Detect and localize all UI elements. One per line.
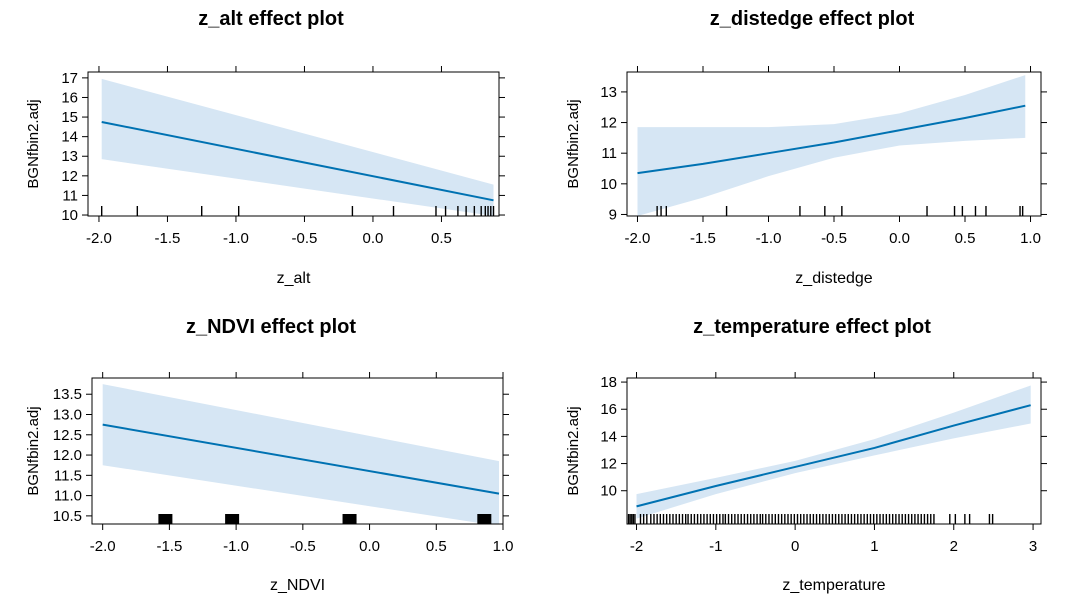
x-tick-label: 2 bbox=[950, 538, 958, 555]
fitted-line bbox=[636, 404, 1031, 508]
x-axis-label: z_NDVI bbox=[270, 577, 325, 594]
y-tick-label: 12 bbox=[600, 115, 617, 132]
x-tick-label: -0.5 bbox=[290, 538, 316, 555]
confidence-band bbox=[101, 78, 494, 216]
x-tick-label: 1.0 bbox=[493, 538, 514, 555]
x-tick-label: 0.0 bbox=[359, 538, 380, 555]
x-tick-label: -1.0 bbox=[756, 230, 782, 247]
fitted-line bbox=[101, 120, 494, 202]
rug-mark bbox=[225, 514, 240, 524]
chart-panel-2: -2.0 -1.5 -1.0 -0.5 0.0 0.5 1.0 9 10 11 12 13 z_dist… bbox=[565, 8, 1047, 287]
x-tick-label: -1.0 bbox=[223, 230, 249, 247]
y-tick-label: 13 bbox=[600, 84, 617, 101]
x-tick-label: 1.0 bbox=[1020, 230, 1041, 247]
x-tick-label: -1.0 bbox=[223, 538, 249, 555]
chart-title: z_temperature effect plot bbox=[693, 316, 931, 338]
y-tick-label: 13.5 bbox=[53, 386, 82, 403]
y-tick-label: 16 bbox=[61, 89, 78, 106]
plot-frame bbox=[91, 377, 504, 525]
x-tick-label: -1.5 bbox=[690, 230, 716, 247]
x-tick-label: 0.5 bbox=[431, 230, 452, 247]
y-tick-label: 11 bbox=[601, 145, 617, 162]
y-tick-label: 14 bbox=[600, 428, 617, 445]
y-tick-label: 10 bbox=[600, 483, 617, 500]
x-tick-label: 1 bbox=[870, 538, 878, 555]
y-tick-label: 15 bbox=[61, 109, 78, 126]
x-tick-label: -1.5 bbox=[155, 230, 181, 247]
y-tick-label: 17 bbox=[61, 70, 78, 87]
x-tick-label: 0 bbox=[791, 538, 799, 555]
plot-frame bbox=[87, 71, 500, 217]
y-tick-label: 12 bbox=[61, 168, 78, 185]
x-tick-label: -0.5 bbox=[821, 230, 847, 247]
y-axis-label: BGNfbin2.adj bbox=[565, 406, 582, 495]
confidence-band bbox=[102, 384, 499, 524]
y-tick-label: 16 bbox=[600, 401, 617, 418]
x-tick-label: -2.0 bbox=[90, 538, 116, 555]
x-tick-label: -2.0 bbox=[86, 230, 112, 247]
rug-mark bbox=[342, 514, 357, 524]
y-tick-label: 14 bbox=[61, 129, 78, 146]
x-tick-label: 0.0 bbox=[363, 230, 384, 247]
y-tick-label: 13.0 bbox=[53, 407, 82, 424]
fitted-line bbox=[637, 104, 1026, 175]
chart-panel-3: -2.0 -1.5 -1.0 -0.5 0.0 0.5 1.0 10.5 11.0 11.5 12.… bbox=[25, 316, 513, 594]
chart-title: z_distedge effect plot bbox=[710, 8, 915, 30]
rug-mark bbox=[477, 514, 492, 524]
x-tick-label: -2 bbox=[630, 538, 643, 555]
chart-panel-1: -2.0 -1.5 -1.0 -0.5 0.0 0.5 10 11 12 13 14 15 16 17 z_… bbox=[25, 8, 505, 287]
x-tick-label: 0.5 bbox=[955, 230, 976, 247]
y-tick-label: 11.0 bbox=[54, 488, 82, 505]
x-tick-label: -1.5 bbox=[156, 538, 182, 555]
y-tick-label: 11 bbox=[62, 187, 78, 204]
y-tick-label: 10 bbox=[600, 176, 617, 193]
y-tick-label: 9 bbox=[609, 206, 617, 223]
y-tick-label: 11.5 bbox=[54, 467, 82, 484]
y-tick-label: 10.5 bbox=[53, 508, 82, 525]
confidence-band bbox=[637, 75, 1026, 216]
chart-title: z_alt effect plot bbox=[198, 8, 344, 30]
x-tick-label: 0.0 bbox=[889, 230, 910, 247]
x-axis-label: z_alt bbox=[277, 270, 311, 287]
x-axis-label: z_distedge bbox=[795, 270, 872, 287]
y-tick-label: 12 bbox=[600, 456, 617, 473]
y-tick-label: 12.0 bbox=[53, 447, 82, 464]
y-axis-label: BGNfbin2.adj bbox=[25, 406, 42, 495]
x-tick-label: 3 bbox=[1029, 538, 1037, 555]
x-tick-label: -2.0 bbox=[625, 230, 651, 247]
rug-mark bbox=[158, 514, 173, 524]
y-tick-label: 10 bbox=[61, 207, 78, 224]
x-tick-label: 0.5 bbox=[426, 538, 447, 555]
y-tick-label: 13 bbox=[61, 148, 78, 165]
x-tick-label: -0.5 bbox=[292, 230, 318, 247]
y-axis-label: BGNfbin2.adj bbox=[25, 99, 42, 188]
plot-frame bbox=[626, 377, 1042, 525]
x-axis-label: z_temperature bbox=[782, 577, 885, 594]
chart-title: z_NDVI effect plot bbox=[186, 316, 356, 338]
x-tick-label: -1 bbox=[709, 538, 722, 555]
y-tick-label: 12.5 bbox=[53, 427, 82, 444]
y-axis-label: BGNfbin2.adj bbox=[565, 99, 582, 188]
fitted-line bbox=[102, 423, 500, 495]
confidence-band bbox=[636, 385, 1031, 519]
y-tick-label: 18 bbox=[600, 374, 617, 391]
